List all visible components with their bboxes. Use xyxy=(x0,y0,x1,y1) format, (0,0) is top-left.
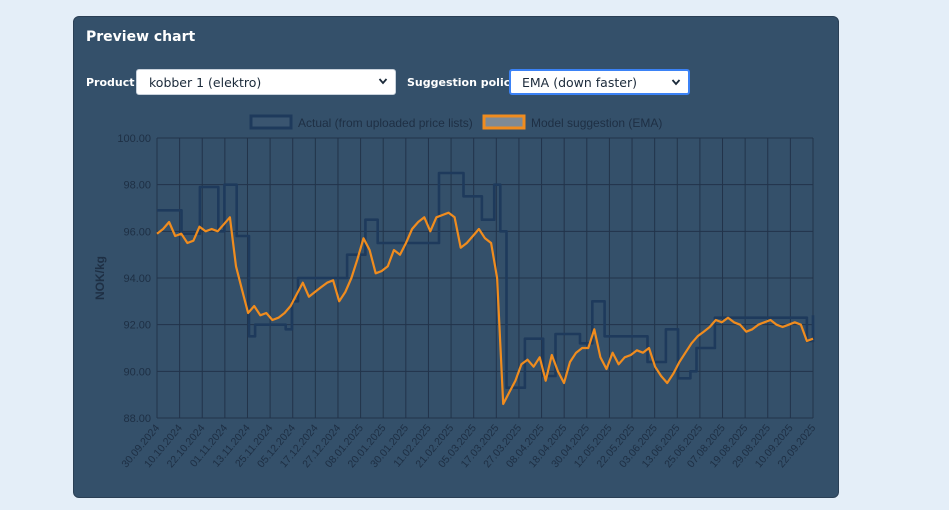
y-tick-label: 100.00 xyxy=(117,133,151,145)
chevron-down-icon xyxy=(378,78,388,85)
y-tick-label: 92.00 xyxy=(123,320,151,332)
y-tick-label: 88.00 xyxy=(123,413,151,425)
y-tick-label: 94.00 xyxy=(123,273,151,285)
card-title: Preview chart xyxy=(86,29,196,45)
legend-actual-label: Actual (from uploaded price lists) xyxy=(298,116,473,130)
y-tick-label: 96.00 xyxy=(123,226,151,238)
policy-select[interactable]: EMA (down faster) xyxy=(509,69,690,95)
y-tick-label: 90.00 xyxy=(123,366,151,378)
chevron-down-icon xyxy=(671,79,681,86)
suggestion-series-line xyxy=(156,211,814,406)
y-axis-title: NOK/kg xyxy=(93,256,107,300)
policy-select-value: EMA (down faster) xyxy=(522,75,637,90)
legend-suggestion-swatch xyxy=(482,114,526,130)
chart-legend: Actual (from uploaded price lists) Model … xyxy=(249,114,662,130)
product-select[interactable]: kobber 1 (elektro) xyxy=(136,69,396,95)
legend-actual-swatch xyxy=(249,114,293,130)
policy-label: Suggestion policy xyxy=(407,76,518,89)
legend-suggestion-label: Model suggestion (EMA) xyxy=(531,116,662,130)
actual-series-line xyxy=(157,171,815,389)
product-select-value: kobber 1 (elektro) xyxy=(149,75,262,90)
y-tick-label: 98.00 xyxy=(123,180,151,192)
product-label: Product xyxy=(86,76,135,89)
